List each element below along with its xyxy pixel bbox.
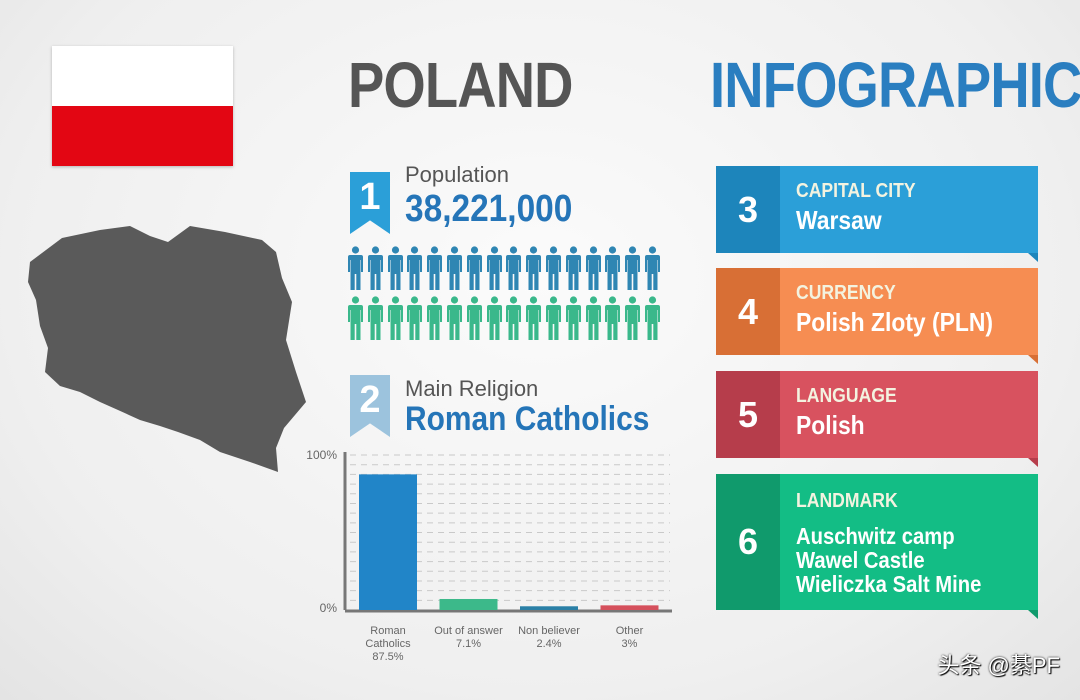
card-number: 4: [716, 268, 780, 355]
person-icon: [427, 246, 443, 290]
person-icon: [387, 296, 403, 340]
person-icon: [407, 246, 423, 290]
category-name: Roman Catholics: [365, 625, 411, 650]
person-icon: [545, 296, 561, 340]
person-icon: [605, 296, 621, 340]
person-icon: [348, 246, 363, 290]
person-icon: [545, 246, 561, 290]
value-label: 7.1%: [455, 638, 482, 650]
person-icon: [446, 246, 462, 290]
person-icon: [605, 246, 621, 290]
person-icon: [446, 296, 462, 340]
info-card-language: 5 LANGUAGE Polish: [716, 371, 1038, 467]
person-icon: [367, 296, 383, 340]
x-category-label: Roman Catholics 87.5%: [343, 625, 433, 664]
person-icon: [427, 296, 443, 340]
card-fold: [1028, 610, 1038, 619]
card-value: Auschwitz camp: [796, 523, 955, 549]
people-row: [348, 296, 660, 346]
country-title: POLAND: [348, 49, 573, 121]
y-tick-label: 0%: [320, 601, 338, 615]
x-category-label: Non believer 2.4%: [504, 625, 594, 651]
watermark: 头条 @綦PF: [937, 653, 1060, 678]
person-icon: [506, 246, 522, 290]
card-value: Polish Zloty (PLN): [796, 307, 994, 337]
card-heading: CAPITAL CITY: [796, 180, 916, 202]
bar: [600, 605, 659, 610]
infographics-title: INFOGRAPHICS: [710, 49, 1080, 121]
person-icon: [565, 246, 581, 290]
religion-label: Main Religion: [405, 376, 539, 401]
person-icon: [486, 296, 502, 340]
card-fold: [1028, 355, 1038, 364]
person-icon: [348, 296, 363, 340]
value-label: 87.5%: [372, 651, 404, 663]
category-name: Out of answer: [434, 625, 503, 637]
card-value: Polish: [796, 410, 865, 440]
card-number: 6: [716, 474, 780, 610]
card-value: Warsaw: [796, 205, 882, 235]
info-card-landmark: 6 LANDMARK Auschwitz camp Wawel Castle Wiel…: [716, 474, 1038, 619]
bar: [439, 598, 498, 610]
person-icon: [526, 296, 542, 340]
poland-map: [28, 226, 306, 472]
person-icon: [526, 246, 542, 290]
card-heading: CURRENCY: [796, 282, 896, 304]
info-card-currency: 4 CURRENCY Polish Zloty (PLN): [716, 268, 1038, 364]
person-icon: [407, 296, 423, 340]
category-name: Non believer: [518, 625, 580, 637]
value-label: 3%: [621, 638, 638, 650]
value-label: 2.4%: [536, 638, 562, 650]
card-number: 5: [716, 371, 780, 458]
person-icon: [625, 296, 641, 340]
x-category-label: Other 3%: [585, 625, 675, 651]
person-icon: [625, 246, 641, 290]
population-people-icons: [348, 246, 660, 346]
card-value: Wawel Castle: [796, 547, 925, 573]
card-number: 3: [716, 166, 780, 253]
person-icon: [486, 246, 502, 290]
population-value: 38,221,000: [405, 188, 573, 230]
bar: [520, 606, 578, 610]
person-icon: [506, 296, 522, 340]
person-icon: [367, 246, 383, 290]
poland-flag: [52, 46, 233, 166]
y-tick-label: 100%: [306, 448, 337, 462]
category-name: Other: [615, 625, 644, 637]
people-row: [348, 246, 660, 296]
population-number-ribbon: 1: [350, 172, 390, 234]
info-card-capital-city: 3 CAPITAL CITY Warsaw: [716, 166, 1038, 262]
person-icon: [644, 296, 660, 340]
person-icon: [585, 246, 601, 290]
card-fold: [1028, 253, 1038, 262]
card-heading: LANDMARK: [796, 490, 898, 512]
card-value: Wieliczka Salt Mine: [796, 571, 982, 597]
person-icon: [565, 296, 581, 340]
person-icon: [466, 296, 482, 340]
person-icon: [585, 296, 601, 340]
card-fold: [1028, 458, 1038, 467]
religion-number-ribbon: 2: [350, 375, 390, 437]
religion-value: Roman Catholics: [405, 400, 650, 438]
card-heading: LANGUAGE: [796, 385, 897, 407]
population-label: Population: [405, 162, 509, 187]
person-icon: [466, 246, 482, 290]
x-category-label: Out of answer 7.1%: [424, 625, 514, 651]
bar: [359, 474, 417, 610]
person-icon: [644, 246, 660, 290]
religion-bar-chart: 0% 100%: [306, 448, 672, 615]
person-icon: [387, 246, 403, 290]
